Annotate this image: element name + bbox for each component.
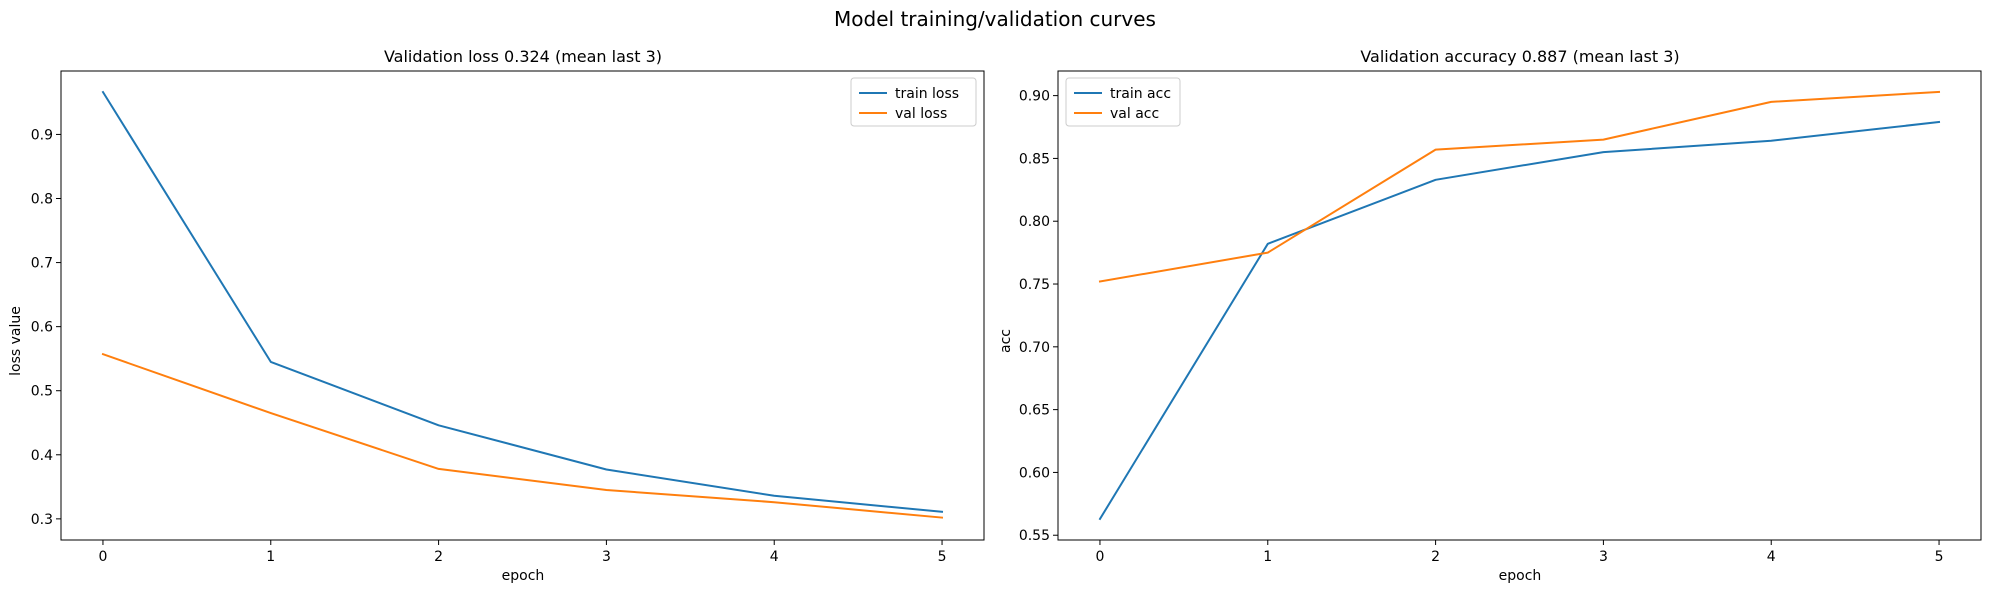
loss-legend-label: val loss	[895, 106, 947, 122]
accuracy-series-line-val-acc	[1098, 90, 1941, 283]
loss-chart-xlabel: epoch	[502, 568, 545, 584]
loss-legend: train loss val loss	[850, 77, 977, 127]
loss-xtick-label: 4	[770, 549, 779, 565]
accuracy-chart-xlabel: epoch	[1499, 568, 1542, 584]
loss-chart: Validation loss 0.324 (mean last 3) epoc…	[8, 47, 985, 584]
loss-legend-label: train loss	[895, 86, 959, 102]
loss-chart-ylabel: loss value	[8, 306, 24, 376]
loss-xtick-label: 0	[98, 549, 107, 565]
accuracy-ytick-label: 0.90	[1019, 89, 1050, 105]
accuracy-legend-label: train acc	[1110, 86, 1171, 102]
loss-chart-title: Validation loss 0.324 (mean last 3)	[384, 47, 662, 66]
loss-series-line-val-loss	[101, 352, 944, 519]
accuracy-series-line-train-acc	[1098, 120, 1941, 521]
accuracy-ytick-label: 0.75	[1019, 277, 1050, 293]
accuracy-legend-label: val acc	[1110, 106, 1159, 122]
accuracy-ytick-label: 0.65	[1019, 403, 1050, 419]
accuracy-chart-title: Validation accuracy 0.887 (mean last 3)	[1360, 47, 1679, 66]
accuracy-xtick-label: 0	[1095, 549, 1104, 565]
accuracy-chart: Validation accuracy 0.887 (mean last 3) …	[998, 47, 1982, 584]
accuracy-axes-frame	[1057, 70, 1982, 541]
loss-xtick-label: 5	[938, 549, 947, 565]
accuracy-ytick-label: 0.55	[1019, 528, 1050, 544]
loss-ytick-label: 0.9	[31, 127, 53, 143]
accuracy-legend: train acc val acc	[1065, 77, 1181, 127]
accuracy-xtick-label: 2	[1431, 549, 1440, 565]
loss-xtick-label: 2	[434, 549, 443, 565]
loss-ytick-label: 0.7	[31, 256, 53, 272]
accuracy-xtick-label: 4	[1767, 549, 1776, 565]
accuracy-chart-ylabel: acc	[998, 329, 1014, 353]
accuracy-ytick-label: 0.70	[1019, 340, 1050, 356]
accuracy-xtick-label: 3	[1599, 549, 1608, 565]
accuracy-xtick-label: 5	[1935, 549, 1944, 565]
loss-ytick-label: 0.5	[31, 384, 53, 400]
loss-ytick-label: 0.6	[31, 320, 53, 336]
accuracy-ytick-label: 0.60	[1019, 465, 1050, 481]
loss-axes-frame	[60, 70, 985, 541]
loss-xtick-label: 1	[266, 549, 275, 565]
loss-series-line-train-loss	[101, 90, 944, 513]
loss-ytick-label: 0.4	[31, 448, 53, 464]
figure-suptitle: Model training/validation curves	[834, 7, 1156, 31]
accuracy-xtick-label: 1	[1263, 549, 1272, 565]
loss-ytick-label: 0.3	[31, 512, 53, 528]
loss-xtick-label: 3	[602, 549, 611, 565]
loss-ytick-label: 0.8	[31, 192, 53, 208]
accuracy-ytick-label: 0.85	[1019, 151, 1050, 167]
accuracy-ytick-label: 0.80	[1019, 214, 1050, 230]
